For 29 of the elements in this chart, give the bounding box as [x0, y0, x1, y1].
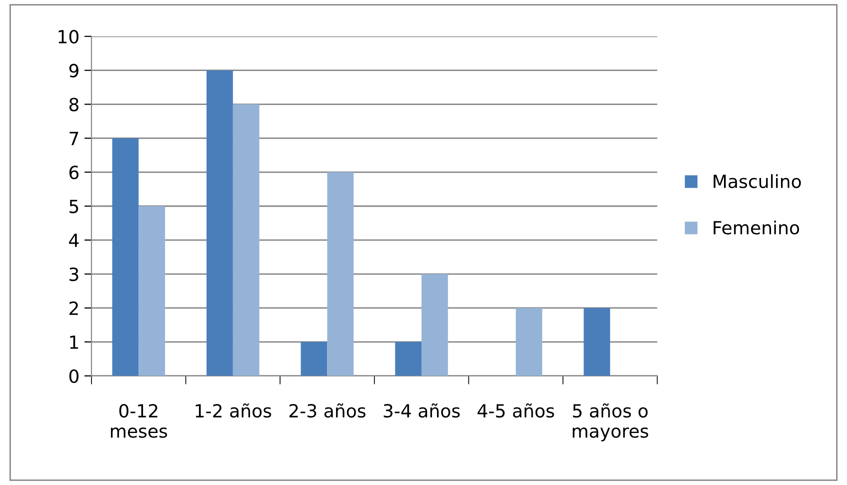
bar — [232, 104, 260, 376]
bar — [516, 308, 542, 376]
bar — [327, 172, 354, 376]
bar — [395, 342, 422, 376]
y-tick-label: 1 — [70, 336, 78, 349]
y-tick-label: 5 — [70, 200, 78, 214]
y-tick-label: 0 — [69, 369, 78, 383]
x-tick-label: 3-4 años — [384, 403, 460, 418]
y-tick-label: 4 — [69, 234, 79, 247]
bar — [422, 274, 448, 376]
bar — [300, 342, 328, 376]
bar — [138, 206, 166, 376]
x-tick-label: 5 años o mayores — [572, 403, 648, 442]
x-tick-label: 4-5 años — [478, 403, 554, 418]
y-tick-label: 6 — [69, 166, 79, 180]
bar — [206, 70, 233, 376]
x-tick-label: 1-2 años — [196, 403, 272, 418]
y-tick-label: 9 — [69, 64, 78, 78]
y-tick-label: 2 — [70, 301, 78, 315]
y-tick-label: 3 — [70, 267, 78, 282]
bar — [112, 138, 139, 376]
bar — [584, 308, 610, 376]
y-tick-label: 10 — [58, 30, 78, 44]
y-tick-label: 7 — [70, 132, 78, 146]
y-tick-label: 8 — [69, 98, 78, 112]
x-tick-label: 2-3 años — [289, 403, 366, 418]
legend-label: Masculino — [714, 174, 801, 188]
x-tick-label: 0-12 meses — [110, 404, 168, 438]
legend-label: Femenino — [714, 220, 800, 235]
